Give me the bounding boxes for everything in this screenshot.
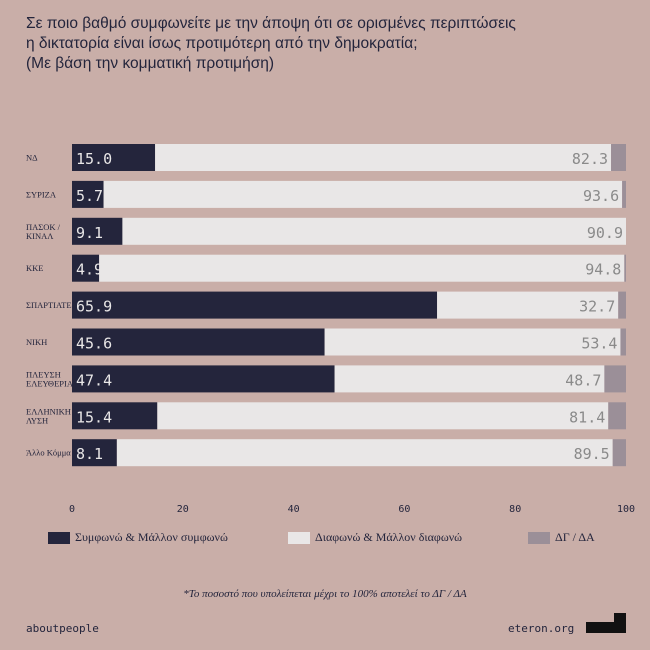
category-label-5-0: ΝΙΚΗ: [26, 337, 47, 347]
value-label-agree-8: 8.1: [76, 445, 103, 463]
value-label-disagree-3: 94.8: [585, 261, 621, 279]
value-label-disagree-5: 53.4: [581, 335, 617, 353]
bar-disagree-3: [99, 254, 625, 282]
x-tick-label-40: 40: [288, 504, 300, 515]
brand-eteron: eteron.org: [508, 622, 575, 635]
value-label-agree-3: 4.9: [76, 261, 103, 279]
category-label-1-0: ΣΥΡΙΖΑ: [26, 189, 57, 199]
bar-dk-7: [608, 402, 626, 430]
bar-disagree-4: [437, 291, 619, 319]
bar-disagree-8: [116, 439, 613, 467]
value-label-disagree-1: 93.6: [583, 187, 619, 205]
category-label-8-0: Άλλο Κόμμα: [26, 448, 71, 458]
value-label-disagree-2: 90.9: [587, 224, 623, 242]
category-label-4-0: ΣΠΑΡΤΙΑΤΕΣ: [26, 300, 77, 310]
bar-agree-4: [72, 291, 438, 319]
bar-agree-6: [72, 365, 335, 393]
bar-disagree-1: [103, 180, 623, 208]
category-label-3-0: ΚΚΕ: [26, 263, 43, 273]
value-label-disagree-8: 89.5: [574, 445, 610, 463]
value-label-disagree-6: 48.7: [565, 371, 601, 389]
value-label-agree-7: 15.4: [76, 408, 112, 426]
bar-dk-4: [618, 291, 626, 319]
value-label-disagree-0: 82.3: [572, 150, 608, 168]
value-label-agree-2: 9.1: [76, 224, 103, 242]
x-tick-label-0: 0: [69, 504, 75, 515]
category-label-6-1: ΕΛΕΥΘΕΡΙΑΣ: [26, 378, 78, 388]
title-line-3: (Με βάση την κομματική προτιμήση): [26, 55, 275, 72]
bar-agree-2: [72, 217, 123, 245]
brand-aboutpeople: aboutpeople: [26, 622, 99, 635]
bar-disagree-7: [157, 402, 609, 430]
legend-swatch-agree: [48, 531, 70, 544]
bar-agree-3: [72, 254, 100, 282]
value-label-disagree-4: 32.7: [579, 298, 615, 316]
bar-disagree-2: [122, 217, 626, 245]
legend-swatch-dk: [528, 531, 550, 544]
title-line-2: η δικτατορία είναι ίσως προτιμότερη από …: [26, 35, 418, 52]
x-tick-label-100: 100: [617, 504, 635, 515]
legend-item-disagree: Διαφωνώ & Μάλλον διαφωνώ: [288, 530, 462, 545]
bar-disagree-6: [334, 365, 605, 393]
bar-agree-8: [72, 439, 117, 467]
bar-agree-0: [72, 144, 156, 171]
value-label-agree-0: 15.0: [76, 150, 112, 168]
legend-label-disagree: Διαφωνώ & Μάλλον διαφωνώ: [315, 530, 463, 544]
category-label-2-0: ΠΑΣΟΚ /: [26, 222, 61, 232]
title-line-1: Σε ποιο βαθμό συμφωνείτε με την άποψη ότ…: [26, 15, 516, 32]
value-label-agree-5: 45.6: [76, 335, 112, 353]
legend-item-agree: Συμφωνώ & Μάλλον συμφωνώ: [48, 530, 228, 545]
bar-disagree-0: [155, 144, 612, 171]
category-label-6-0: ΠΛΕΥΣΗ: [26, 369, 61, 379]
chart-title: Σε ποιο βαθμό συμφωνείτε με την άποψη ότ…: [26, 14, 626, 74]
bar-agree-1: [72, 180, 104, 208]
value-label-agree-1: 5.7: [76, 187, 103, 205]
legend-swatch-disagree: [288, 531, 310, 544]
legend: Συμφωνώ & Μάλλον συμφωνώ Διαφωνώ & Μάλλο…: [0, 530, 650, 546]
bar-agree-5: [72, 328, 325, 356]
bar-dk-8: [612, 439, 626, 467]
value-label-disagree-7: 81.4: [569, 408, 605, 426]
legend-label-dk: ΔΓ / ΔΑ: [555, 530, 595, 544]
eteron-logo-icon: [586, 613, 626, 633]
x-tick-label-60: 60: [398, 504, 410, 515]
legend-label-agree: Συμφωνώ & Μάλλον συμφωνώ: [75, 530, 228, 544]
category-label-7-1: ΛΥΣΗ: [26, 415, 48, 425]
value-label-agree-4: 65.9: [76, 298, 112, 316]
value-label-agree-6: 47.4: [76, 371, 112, 389]
bar-agree-7: [72, 402, 158, 430]
legend-item-dk: ΔΓ / ΔΑ: [528, 530, 595, 545]
category-label-2-1: ΚΙΝΑΛ: [26, 231, 54, 241]
category-label-0-0: ΝΔ: [26, 153, 38, 163]
bar-disagree-5: [324, 328, 621, 356]
x-tick-label-80: 80: [509, 504, 521, 515]
footnote: *Το ποσοστό που υπολείπεται μέχρι το 100…: [183, 588, 467, 600]
bar-dk-3: [624, 254, 626, 282]
category-label-7-0: ΕΛΛΗΝΙΚΗ: [26, 406, 71, 416]
bar-dk-0: [611, 144, 626, 171]
bar-dk-6: [604, 365, 626, 393]
bar-dk-1: [622, 180, 626, 208]
bar-dk-5: [620, 328, 626, 356]
x-tick-label-20: 20: [177, 504, 189, 515]
